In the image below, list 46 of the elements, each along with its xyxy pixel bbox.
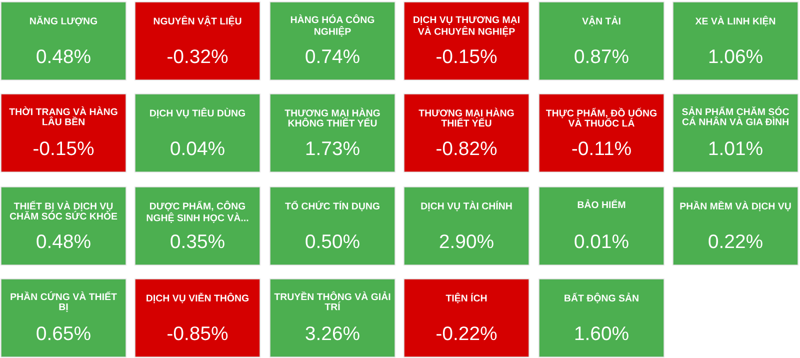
category-label: TIỆN ÍCH [446,292,487,304]
data-label: 0.87% [574,49,628,64]
data-label: -0.32% [168,49,228,64]
data-label: 0.50% [306,234,360,248]
category-label: DỊCH VỤ THƯƠNG MẠI VÀ CHUYÊN NGHIỆP [414,16,520,36]
category-label: BẢO HIỂM [578,199,626,208]
category-label: THƯƠNG MẠI HÀNG THIẾT YẾU [418,108,514,127]
category-label: THỰC PHẨM, ĐỒ UỐNG VÀ THUỐC LÁ [546,108,657,127]
category-label: THỜI TRANG VÀ HÀNG LÂU BỀN [9,106,118,126]
data-label: 1.60% [575,326,628,340]
category-label: TỔ CHỨC TÍN DỤNG [285,200,380,212]
category-label: SẢN PHẨM CHĂM SÓC CÁ NHÂN VÀ GIA ĐÌNH [682,106,789,126]
data-label: 0.65% [36,326,90,340]
category-label: VẬN TẢI [582,16,620,26]
category-label: HÀNG HÓA CÔNG NGHIỆP [290,14,374,36]
data-label: 0.22% [708,234,762,248]
category-label: PHẦN CỨNG VÀ THIẾT BỊ [10,291,117,312]
category-label: XE VÀ LINH KIỆN [695,16,776,26]
data-label: -0.82% [436,141,497,156]
category-label: DƯỢC PHẨM, CÔNG NGHỆ SINH HỌC VÀ... [146,200,248,223]
data-label: -0.11% [572,141,631,156]
data-label: -0.22% [436,326,497,340]
category-label: DỊCH VỤ TÀI CHÍNH [421,200,512,212]
data-label: 1.06% [709,49,762,64]
data-label: -0.15% [34,141,94,156]
data-label: 0.48% [36,234,90,248]
data-label: 0.48% [36,49,90,64]
category-label: NGUYÊN VẬT LIỆU [154,16,242,26]
data-label: 0.35% [170,234,224,248]
category-label: DỊCH VỤ TIÊU DÙNG [150,108,245,118]
category-label: THƯƠNG MẠI HÀNG KHÔNG THIẾT YẾU [284,108,380,127]
data-label: 2.90% [440,234,494,248]
data-label: 1.01% [709,141,762,156]
category-label: PHẦN MỀM VÀ DỊCH VỤ [680,200,791,212]
category-label: TRUYỀN THÔNG VÀ GIẢI TRÍ [274,291,390,310]
data-label: 3.26% [306,326,360,340]
data-label: 0.74% [306,49,360,64]
data-label: 0.04% [170,141,224,156]
category-label: BẤT ĐỘNG SẢN [564,292,638,304]
category-label: NĂNG LƯỢNG [30,16,97,26]
data-label: -0.15% [436,49,497,64]
data-label: -0.85% [168,326,228,340]
data-label: 0.01% [574,234,628,248]
category-label: THIẾT BỊ VÀ DỊCH VỤ CHĂM SÓC SỨC KHỎE [10,200,118,220]
category-label: DỊCH VỤ VIỄN THÔNG [146,292,248,304]
data-label: 1.73% [306,141,360,156]
